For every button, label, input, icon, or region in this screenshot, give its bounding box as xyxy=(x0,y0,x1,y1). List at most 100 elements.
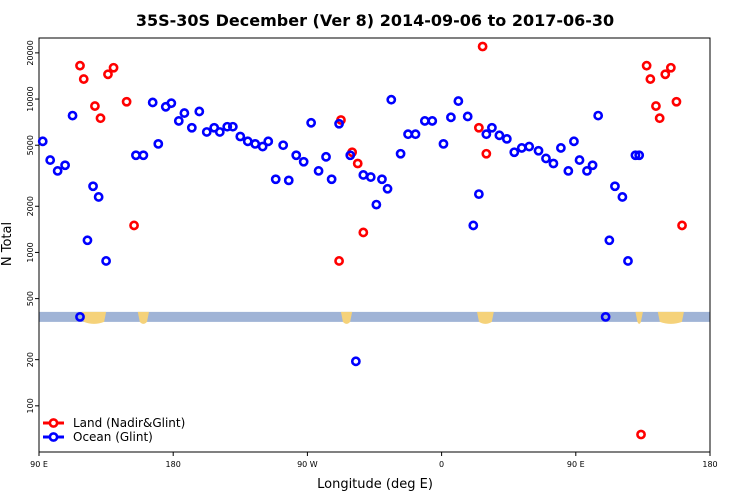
ocean-point xyxy=(147,97,158,108)
y-tick-label: 1000 xyxy=(26,242,35,262)
ocean-point xyxy=(516,143,527,153)
ocean-point xyxy=(509,147,520,158)
ocean-point xyxy=(555,143,566,153)
ocean-point xyxy=(250,138,261,149)
x-tick-label: 90 E xyxy=(30,460,48,469)
land-point xyxy=(665,62,676,73)
legend-label: Ocean (Glint) xyxy=(73,430,153,444)
ocean-point xyxy=(453,96,464,106)
land-point xyxy=(108,62,119,73)
ocean-point xyxy=(541,153,551,164)
land-point xyxy=(636,429,646,440)
ocean-point xyxy=(524,141,535,152)
land-point xyxy=(103,69,113,80)
ocean-point xyxy=(548,158,559,169)
ocean-point xyxy=(278,140,289,151)
map-strip-land xyxy=(340,311,353,324)
ocean-point xyxy=(427,116,438,126)
x-tick-label: 180 xyxy=(702,460,717,469)
ocean-point xyxy=(227,121,238,132)
ocean-point xyxy=(410,129,421,140)
ocean-point xyxy=(291,150,302,161)
ocean-point xyxy=(60,160,70,171)
ocean-point xyxy=(473,189,484,200)
ocean-point xyxy=(52,166,63,176)
ocean-point xyxy=(600,311,611,322)
land-point xyxy=(481,148,492,159)
ocean-point xyxy=(179,108,190,118)
ocean-point xyxy=(569,136,579,147)
land-point xyxy=(677,220,687,231)
ocean-point xyxy=(321,151,331,162)
y-tick-label: 20000 xyxy=(26,40,35,65)
data-points xyxy=(37,41,687,440)
land-point xyxy=(121,96,132,107)
ocean-point xyxy=(487,122,497,133)
ocean-point xyxy=(82,235,93,246)
ocean-point xyxy=(306,117,317,128)
ocean-point xyxy=(201,127,212,137)
land-point xyxy=(95,113,106,124)
ocean-point xyxy=(533,145,544,156)
ocean-point xyxy=(582,166,592,176)
y-tick-label: 2000 xyxy=(26,196,35,216)
ocean-point xyxy=(101,256,111,266)
ocean-point xyxy=(194,106,205,117)
land-point xyxy=(641,60,652,71)
ocean-point xyxy=(386,94,397,105)
ocean-point xyxy=(67,110,78,121)
land-point xyxy=(78,74,89,84)
legend: Land (Nadir&Glint)Ocean (Glint) xyxy=(43,416,185,444)
ocean-point xyxy=(574,155,585,165)
ocean-point xyxy=(563,166,574,176)
map-strip-land xyxy=(137,311,149,324)
land-point xyxy=(645,74,656,84)
y-axis-label: N Total xyxy=(0,222,15,266)
axes: 90 E 180 90 W 0 90 E 180 100 200 500 1000 2000 5000… xyxy=(26,37,718,469)
ocean-point xyxy=(462,111,473,122)
ocean-point xyxy=(371,199,382,210)
ocean-point xyxy=(270,174,281,185)
x-tick-label: 180 xyxy=(166,460,181,469)
ocean-point xyxy=(88,181,98,192)
ocean-point xyxy=(214,127,225,137)
legend-marker xyxy=(48,418,59,428)
y-tick-label: 500 xyxy=(26,291,35,306)
y-tick-label: 100 xyxy=(26,398,35,413)
land-point xyxy=(473,122,484,133)
ocean-point xyxy=(131,150,141,161)
ocean-point xyxy=(298,156,309,167)
ocean-point xyxy=(623,256,633,266)
ocean-point xyxy=(37,136,48,147)
ocean-point xyxy=(617,192,628,202)
ocean-point xyxy=(45,155,56,165)
land-point xyxy=(90,101,100,111)
map-strip-land xyxy=(635,311,643,324)
ocean-point xyxy=(501,133,512,144)
ocean-point xyxy=(166,98,177,109)
ocean-point xyxy=(468,220,479,231)
land-point xyxy=(352,158,363,169)
ocean-point xyxy=(419,116,430,126)
ocean-point xyxy=(630,150,641,161)
land-point xyxy=(358,227,369,238)
chart-title: 35S-30S December (Ver 8) 2014-09-06 to 2… xyxy=(136,11,614,30)
x-axis-label: Longitude (deg E) xyxy=(317,477,433,492)
ocean-point xyxy=(257,141,268,152)
ocean-point xyxy=(283,175,294,186)
land-point xyxy=(671,96,682,107)
ocean-point xyxy=(138,150,149,161)
land-point xyxy=(651,101,661,111)
ocean-point xyxy=(153,138,164,149)
ocean-point xyxy=(242,136,253,147)
map-strip-ocean xyxy=(39,311,710,322)
legend-marker xyxy=(48,432,59,442)
ocean-point xyxy=(403,129,413,140)
land-point xyxy=(477,41,488,52)
land-point xyxy=(660,69,671,80)
ocean-point xyxy=(610,181,620,192)
ocean-point xyxy=(634,150,645,161)
ocean-point xyxy=(587,160,598,171)
